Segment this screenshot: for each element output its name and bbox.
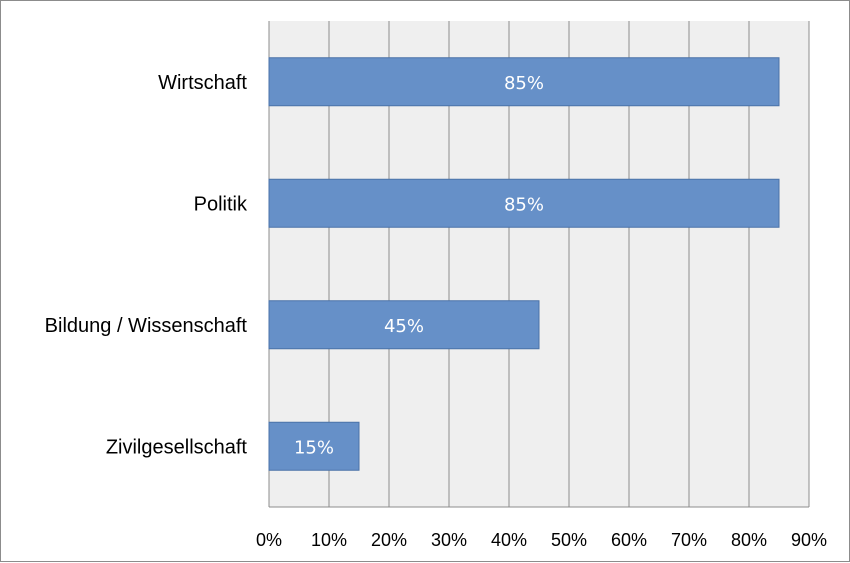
x-tick-label: 90% [791, 530, 827, 550]
x-tick-label: 60% [611, 530, 647, 550]
x-axis-tick-labels: 0% 10% 20% 30% 40% 50% 60% 70% 80% 90% [256, 530, 827, 550]
category-labels: Wirtschaft Politik Bildung / Wissenschaft Z… [45, 72, 248, 459]
x-tick-label: 70% [671, 530, 707, 550]
x-tick-label: 20% [371, 530, 407, 550]
bar [268, 178, 780, 228]
data-label: 85% [504, 73, 544, 94]
x-tick-label: 80% [731, 530, 767, 550]
x-tick-label: 40% [491, 530, 527, 550]
bar [268, 300, 540, 350]
bar [268, 421, 360, 471]
category-label: Politik [194, 193, 248, 215]
x-tick-label: 0% [256, 530, 282, 550]
category-label: Bildung / Wissenschaft [45, 315, 248, 337]
x-tick-label: 50% [551, 530, 587, 550]
data-label: 85% [504, 194, 544, 215]
bars: 85% 85% 45% 15% [268, 57, 780, 471]
category-label: Zivilgesellschaft [106, 436, 248, 458]
x-tick-label: 10% [311, 530, 347, 550]
data-label: 15% [294, 437, 334, 458]
x-tick-label: 30% [431, 530, 467, 550]
bar [268, 57, 780, 107]
data-label: 45% [384, 316, 424, 337]
category-label: Wirtschaft [158, 72, 247, 94]
